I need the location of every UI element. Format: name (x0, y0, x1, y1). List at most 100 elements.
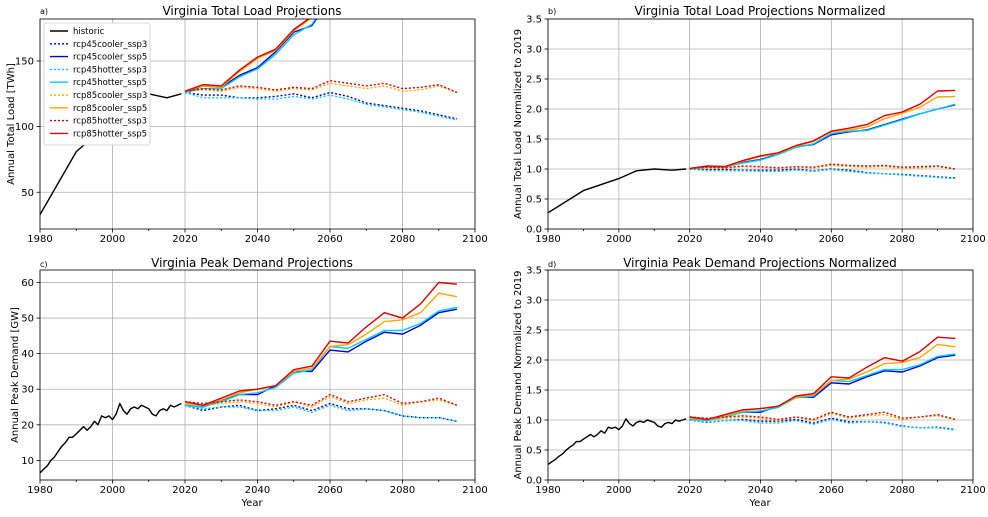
series-line-rcp85hotter_ssp3 (689, 163, 956, 170)
x-tick-label: 2060 (317, 485, 342, 496)
legend-label-rcp45cooler_ssp3: rcp45cooler_ssp3 (73, 40, 147, 50)
legend: historic rcp45cooler_ssp3 rcp45cooler_ssp5… (43, 22, 151, 146)
y-axis-label: Annual Peak Demand Normalized to 2019 (513, 270, 524, 479)
x-tick-label: 2060 (317, 234, 342, 245)
y-tick-label: 150 (15, 57, 34, 68)
y-tick-label: 1.0 (526, 165, 542, 176)
y-tick-label: 1.5 (526, 135, 542, 146)
series-line-rcp85cooler_ssp3 (184, 82, 458, 94)
x-tick-label: 2080 (889, 234, 914, 245)
y-tick-label: 3.5 (526, 15, 542, 26)
legend-label-rcp85cooler_ssp5: rcp85cooler_ssp5 (73, 104, 147, 114)
x-tick-label: 2100 (462, 234, 487, 245)
x-tick-label: 2060 (819, 485, 844, 496)
plot-frame (39, 18, 476, 230)
y-tick-label: 3.0 (526, 45, 542, 56)
chart-title: Virginia Peak Demand Projections (151, 256, 353, 270)
series-lines (548, 336, 956, 465)
x-tick-label: 2080 (390, 234, 415, 245)
legend-label-rcp45hotter_ssp3: rcp45hotter_ssp3 (73, 65, 147, 75)
y-axis-label: Annual Total Load [TWh] (6, 63, 17, 185)
y-tick-label: 50 (21, 314, 34, 325)
y-tick-label: 0.0 (526, 225, 542, 236)
series-line-rcp45hotter_ssp5 (689, 103, 956, 170)
y-tick-label: 20 (21, 420, 34, 431)
series-line-historic (548, 418, 687, 465)
series-line-rcp45hotter_ssp3 (184, 404, 458, 422)
series-line-rcp85hotter_ssp5 (184, 19, 310, 92)
series-line-rcp45hotter_ssp3 (689, 168, 956, 180)
x-tick-label: 2020 (172, 234, 197, 245)
chart-title: Virginia Total Load Projections (162, 4, 341, 18)
series-lines (40, 281, 458, 474)
series-line-rcp45cooler_ssp3 (184, 91, 458, 120)
y-tick-label: 1.5 (526, 386, 542, 397)
x-tick-label: 1980 (535, 485, 560, 496)
legend-box (43, 22, 151, 146)
legend-label-rcp85cooler_ssp3: rcp85cooler_ssp3 (73, 91, 147, 101)
x-tick-label: 2040 (245, 234, 270, 245)
y-tick-label: 0.5 (526, 195, 542, 206)
plot-frame (547, 18, 974, 230)
chart-title: Virginia Total Load Projections Normaliz… (635, 4, 886, 18)
series-lines (548, 89, 956, 214)
x-tick-label: 2100 (960, 234, 985, 245)
series-line-rcp85hotter_ssp5 (689, 336, 956, 421)
series-line-rcp85cooler_ssp5 (184, 292, 458, 406)
chart-panel-c: c) Virginia Peak Demand Projections Annu… (10, 256, 488, 509)
legend-label-rcp85hotter_ssp3: rcp85hotter_ssp3 (73, 117, 147, 127)
series-line-rcp85hotter_ssp5 (689, 89, 956, 170)
y-tick-label: 2.5 (526, 75, 542, 86)
legend-label-rcp85hotter_ssp5: rcp85hotter_ssp5 (73, 129, 147, 139)
x-tick-label: 2040 (748, 234, 773, 245)
legend-label-historic: historic (73, 27, 105, 37)
x-tick-label: 2100 (462, 485, 487, 496)
x-tick-label: 1980 (535, 234, 560, 245)
y-tick-label: 0.0 (526, 476, 542, 487)
y-tick-label: 200 (15, 0, 34, 2)
panel-label: b) (548, 7, 556, 16)
y-tick-label: 2.5 (526, 326, 542, 337)
y-tick-label: 0.5 (526, 446, 542, 457)
y-tick-label: 10 (21, 456, 34, 467)
series-line-rcp45hotter_ssp5 (184, 19, 317, 94)
y-tick-label: 1.0 (526, 416, 542, 427)
y-tick-label: 2.0 (526, 356, 542, 367)
series-line-rcp45hotter_ssp3 (689, 418, 956, 431)
series-line-rcp85hotter_ssp5 (184, 281, 457, 406)
y-axis-label: Annual Total Load Normalized to 2019 (513, 29, 524, 219)
plot-frame (39, 269, 476, 481)
series-line-rcp45hotter_ssp3 (184, 91, 458, 121)
x-tick-label: 2020 (677, 485, 702, 496)
x-axis-label: Year (748, 498, 771, 509)
y-tick-label: 50 (21, 188, 34, 199)
y-tick-label: 3.0 (526, 296, 542, 307)
panel-label: d) (548, 260, 556, 269)
y-tick-label: 40 (21, 349, 34, 360)
x-tick-label: 2020 (677, 234, 702, 245)
series-line-rcp85cooler_ssp3 (184, 395, 458, 408)
series-line-rcp85cooler_ssp5 (184, 19, 312, 92)
series-line-rcp85cooler_ssp5 (689, 343, 956, 421)
series-line-rcp45cooler_ssp5 (184, 19, 318, 94)
x-tick-label: 2000 (100, 485, 125, 496)
panel-label: a) (40, 7, 48, 16)
series-line-rcp85hotter_ssp3 (689, 411, 956, 421)
legend-label-rcp45hotter_ssp5: rcp45hotter_ssp5 (73, 78, 147, 88)
x-tick-label: 1980 (27, 485, 52, 496)
y-tick-label: 100 (15, 122, 34, 133)
chart-panel-d: d) Virginia Peak Demand Projections Norm… (513, 256, 986, 509)
plot-frame (547, 269, 974, 481)
x-tick-label: 2080 (390, 485, 415, 496)
series-line-rcp45cooler_ssp3 (184, 402, 458, 422)
y-tick-label: 60 (21, 278, 34, 289)
series-line-rcp85hotter_ssp3 (184, 393, 458, 406)
series-lines (40, 19, 458, 215)
x-tick-label: 2000 (100, 234, 125, 245)
legend-label-rcp45cooler_ssp5: rcp45cooler_ssp5 (73, 53, 147, 63)
x-tick-label: 2040 (245, 485, 270, 496)
x-tick-label: 1980 (27, 234, 52, 245)
x-tick-label: 2100 (960, 485, 985, 496)
